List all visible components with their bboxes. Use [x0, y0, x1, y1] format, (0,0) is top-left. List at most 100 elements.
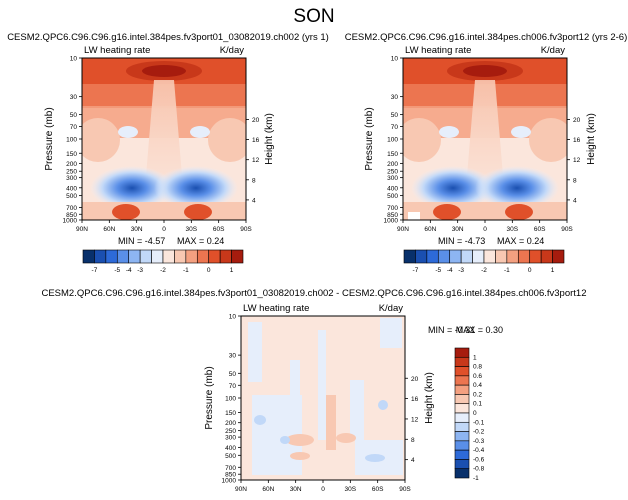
pressure-tick-label: 500: [225, 453, 236, 460]
pressure-tick-label: 850: [387, 212, 398, 219]
colorbar-swatch: [454, 394, 470, 405]
colorbar-swatch: [472, 249, 485, 264]
pressure-tick-label: 10: [70, 56, 78, 63]
panel-3-min: MIN = -0.31: [428, 325, 475, 335]
colorbar-swatch: [454, 440, 470, 451]
colorbar-swatch: [483, 249, 496, 264]
colorbar-label: -0.8: [473, 466, 485, 473]
figure-title: SON: [293, 6, 334, 27]
colorbar-swatch: [552, 249, 565, 264]
colorbar-label: -7: [413, 267, 419, 274]
height-tick-label: 20: [252, 117, 260, 124]
colorbar-label: -5: [114, 267, 120, 274]
pressure-tick-label: 30: [391, 94, 399, 101]
colorbar-swatch: [94, 249, 107, 264]
panel-2-ylabel-right: Height (km): [586, 113, 597, 165]
panel-2: CESM2.QPC6.C96.C96.g16.intel.384pes.ch00…: [345, 32, 628, 274]
colorbar-swatch: [139, 249, 152, 264]
panel-1-ylabel: Pressure (mb): [44, 107, 55, 170]
panel-3-right-label: K/day: [379, 303, 404, 314]
pressure-tick-label: 200: [387, 161, 398, 168]
pressure-tick-label: 100: [225, 396, 236, 403]
colorbar-label: 0.2: [473, 391, 482, 398]
panel-1: CESM2.QPC6.C96.C96.g16.intel.384pes.fv3p…: [7, 32, 329, 274]
colorbar-label: 0.4: [473, 382, 482, 389]
colorbar-label: -0.6: [473, 456, 485, 463]
colorbar-swatch: [454, 459, 470, 470]
panel-2-ylabel: Pressure (mb): [364, 107, 375, 170]
latitude-tick-label: 90S: [561, 226, 573, 233]
pressure-tick-label: 70: [70, 124, 78, 131]
panel-1-title: CESM2.QPC6.C96.C96.g16.intel.384pes.fv3p…: [7, 32, 329, 43]
colorbar-label: -4: [126, 267, 132, 274]
pressure-tick-label: 300: [387, 175, 398, 182]
latitude-tick-label: 0: [162, 226, 166, 233]
colorbar-swatch: [82, 249, 95, 264]
colorbar-swatch: [426, 249, 439, 264]
colorbar-swatch: [454, 468, 470, 479]
height-tick-label: 4: [573, 197, 577, 204]
colorbar-label: 0: [473, 410, 477, 417]
colorbar-label: -0.4: [473, 447, 485, 454]
panel-1-field: [82, 58, 246, 220]
pressure-tick-label: 250: [387, 169, 398, 176]
colorbar-swatch: [196, 249, 210, 264]
latitude-tick-label: 60S: [372, 486, 384, 493]
latitude-tick-label: 0: [483, 226, 487, 233]
colorbar-swatch: [454, 366, 470, 377]
height-tick-label: 20: [573, 117, 581, 124]
pressure-tick-label: 200: [66, 161, 77, 168]
colorbar-label: -5: [435, 267, 441, 274]
colorbar-swatch: [403, 249, 416, 264]
colorbar-swatch: [529, 249, 542, 264]
pressure-tick-label: 100: [387, 137, 398, 144]
latitude-tick-label: 60S: [534, 226, 546, 233]
latitude-tick-label: 90N: [397, 226, 409, 233]
colorbar-label: 1: [473, 354, 477, 361]
colorbar-label: 0: [528, 267, 532, 274]
colorbar-label: -1: [504, 267, 510, 274]
pressure-tick-label: 50: [391, 112, 399, 119]
panel-1-max: MAX = 0.24: [177, 236, 224, 246]
latitude-tick-label: 60N: [262, 486, 274, 493]
colorbar-swatch: [174, 249, 187, 264]
latitude-tick-label: 60S: [213, 226, 225, 233]
latitude-tick-label: 60N: [103, 226, 115, 233]
colorbar-label: -1: [473, 475, 479, 482]
colorbar-label: -0.1: [473, 419, 485, 426]
colorbar-label: -1: [183, 267, 189, 274]
colorbar-swatch: [208, 249, 221, 264]
panel-2-latitude-axis: 90N 60N 30N 0 30S 60S 90S: [397, 220, 573, 233]
panel-2-title: CESM2.QPC6.C96.C96.g16.intel.384pes.ch00…: [345, 32, 628, 43]
pressure-tick-label: 150: [387, 151, 398, 158]
colorbar-label: 0.8: [473, 364, 482, 371]
height-tick-label: 16: [573, 137, 581, 144]
height-tick-label: 4: [252, 197, 256, 204]
pressure-tick-label: 700: [225, 465, 236, 472]
latitude-tick-label: 30N: [290, 486, 302, 493]
colorbar-label: -2: [481, 267, 487, 274]
colorbar-swatch: [454, 356, 470, 367]
pressure-tick-label: 10: [229, 314, 237, 321]
pressure-tick-label: 500: [387, 193, 398, 200]
pressure-tick-label: 1000: [384, 218, 399, 225]
latitude-tick-label: 90N: [76, 226, 88, 233]
latitude-tick-label: 90S: [399, 486, 411, 493]
panel-3-title: CESM2.QPC6.C96.C96.g16.intel.384pes.fv3p…: [41, 288, 586, 299]
pressure-tick-label: 150: [225, 410, 236, 417]
height-tick-label: 8: [252, 177, 256, 184]
panel-1-height-axis: 4 8 12 16 20: [246, 117, 260, 204]
height-tick-label: 16: [411, 396, 419, 403]
colorbar-swatch: [219, 249, 232, 264]
colorbar-swatch: [454, 412, 470, 423]
colorbar-label: -2: [160, 267, 166, 274]
colorbar-label: 1: [551, 267, 555, 274]
colorbar-label: 0: [207, 267, 211, 274]
colorbar-swatch: [540, 249, 553, 264]
latitude-tick-label: 90S: [240, 226, 252, 233]
colorbar-label: -4: [447, 267, 453, 274]
panel-2-field: [403, 58, 567, 220]
colorbar-swatch: [495, 249, 508, 264]
pressure-tick-label: 10: [391, 56, 399, 63]
height-tick-label: 16: [252, 137, 260, 144]
